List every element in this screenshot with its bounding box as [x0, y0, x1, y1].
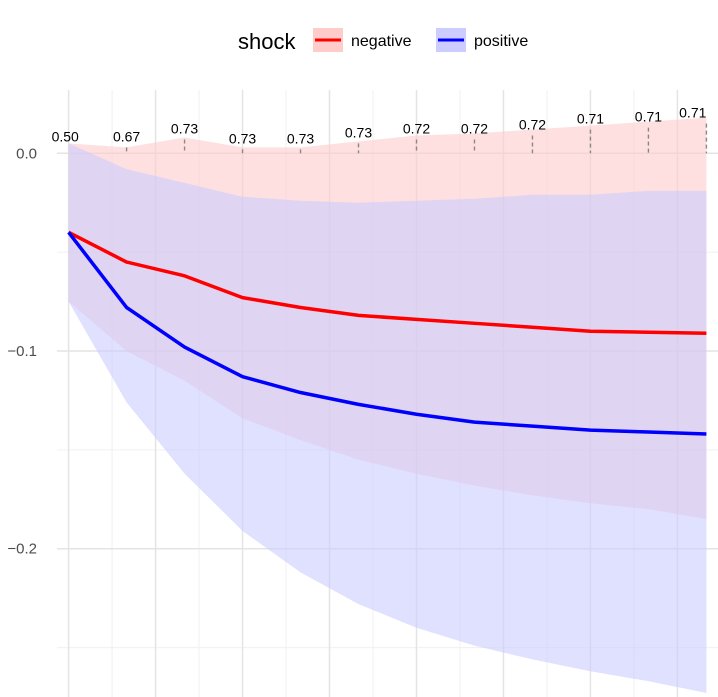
- annotation-label: 0.71: [679, 105, 706, 121]
- legend-label-positive: positive: [474, 33, 528, 50]
- annotation-label: 0.73: [171, 120, 198, 136]
- annotation-label: 0.72: [519, 116, 546, 132]
- confidence-bands: [68, 117, 707, 694]
- annotation-label: 0.72: [461, 120, 488, 136]
- annotation-label: 0.67: [113, 128, 140, 144]
- y-tick-label: −0.1: [7, 343, 37, 360]
- annotation-label: 0.73: [229, 130, 256, 146]
- annotation-label: 0.71: [635, 109, 662, 125]
- annotation-label: 0.72: [403, 120, 430, 136]
- annotation-label: 0.50: [52, 128, 79, 144]
- y-axis: 0.0 −0.1 −0.2: [7, 145, 37, 557]
- annotation-label: 0.73: [287, 130, 314, 146]
- series-lines: [67, 230, 707, 436]
- legend-entries: negative positive: [313, 28, 528, 52]
- value-annotations: 0.50 0.67 0.73 0.73 0.73 0.73 0.72 0.72 0.72 0.71…: [52, 105, 708, 154]
- band-positive: [68, 143, 707, 694]
- annotation-label: 0.73: [345, 124, 372, 140]
- legend: shock negative positive: [238, 28, 528, 54]
- y-tick-label: 0.0: [16, 145, 37, 162]
- line-negative: [67, 230, 707, 335]
- annotation-label: 0.71: [577, 111, 604, 127]
- y-tick-label: −0.2: [7, 541, 37, 558]
- legend-title: shock: [238, 29, 296, 54]
- line-positive: [67, 231, 707, 436]
- legend-label-negative: negative: [351, 33, 412, 50]
